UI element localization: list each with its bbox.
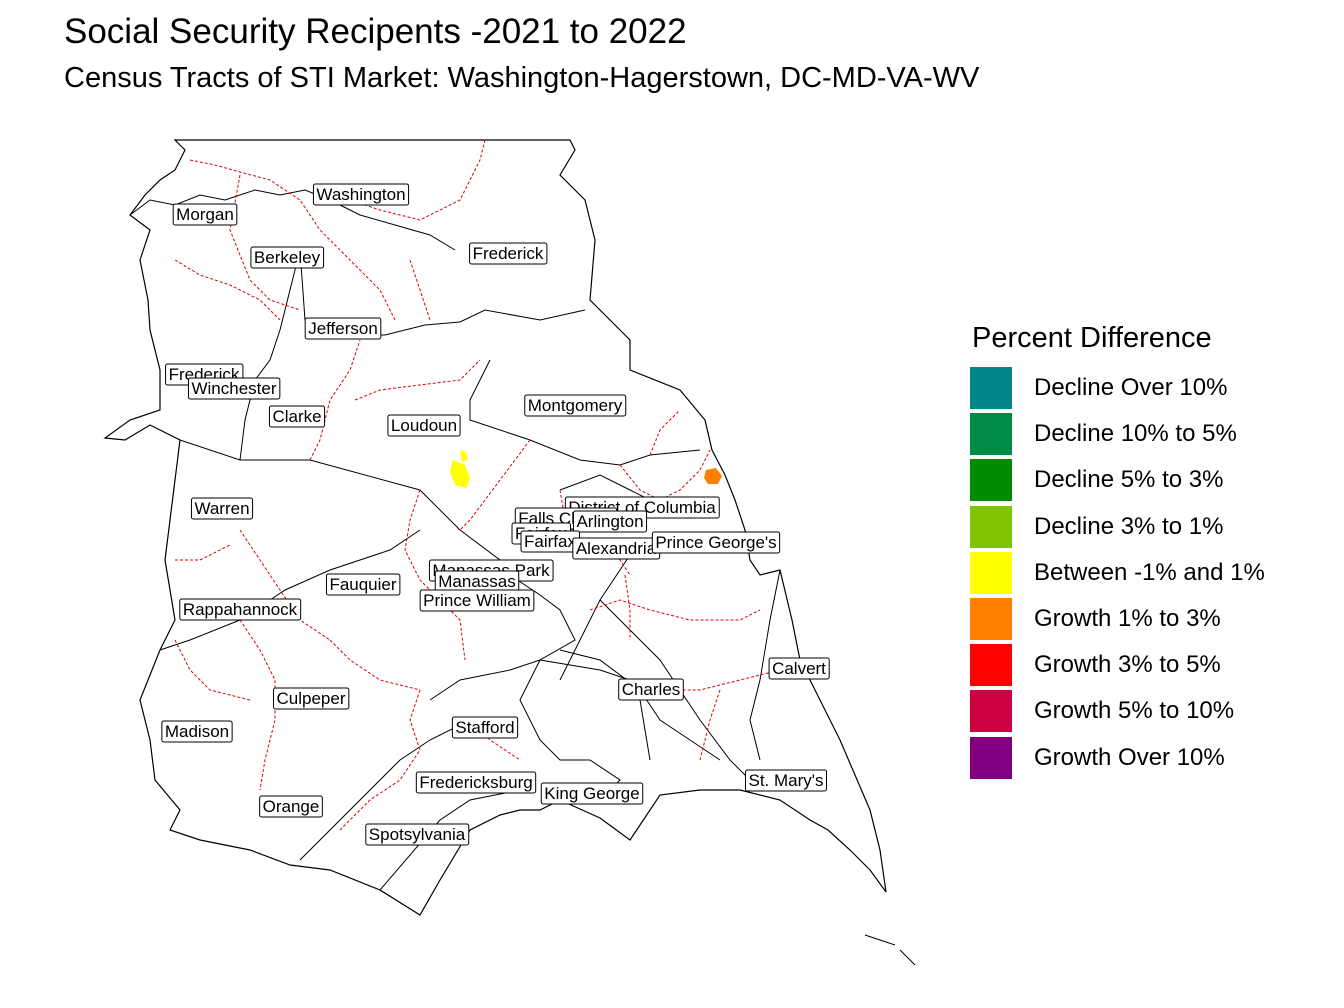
county-label: Stafford <box>451 716 519 739</box>
legend: Percent Difference Decline Over 10% Decli… <box>970 322 1265 781</box>
svg-text:Clarke: Clarke <box>272 407 321 426</box>
legend-swatch <box>970 413 1012 456</box>
legend-item: Decline 3% to 1% <box>970 504 1265 550</box>
legend-swatch <box>970 551 1012 594</box>
county-label: Warren <box>190 497 254 520</box>
island-detail <box>864 934 916 966</box>
county-label: Fredericksburg <box>415 771 537 794</box>
county-label: Madison <box>161 720 233 743</box>
svg-text:Orange: Orange <box>263 797 320 816</box>
legend-item: Growth 5% to 10% <box>970 688 1265 734</box>
tract-growth-1-3pct <box>704 468 722 484</box>
svg-text:St. Mary's: St. Mary's <box>748 771 823 790</box>
svg-text:Charles: Charles <box>622 680 681 699</box>
legend-swatch <box>970 690 1012 733</box>
county-label: Fauquier <box>325 573 401 596</box>
legend-label: Decline 5% to 3% <box>1034 466 1224 494</box>
svg-text:Arlington: Arlington <box>576 512 643 531</box>
legend-label: Decline 3% to 1% <box>1034 512 1224 540</box>
county-boundaries <box>174 139 781 831</box>
county-label: Jefferson <box>304 317 382 340</box>
county-label: Winchester <box>187 377 281 400</box>
svg-text:Warren: Warren <box>194 499 249 518</box>
legend-label: Growth 5% to 10% <box>1034 697 1235 725</box>
svg-text:Fauquier: Fauquier <box>329 575 396 594</box>
svg-text:Madison: Madison <box>165 722 229 741</box>
legend-label: Growth 3% to 5% <box>1034 651 1221 679</box>
legend-item: Between -1% and 1% <box>970 550 1265 596</box>
county-label: Frederick <box>469 242 548 265</box>
legend-label: Decline Over 10% <box>1034 374 1228 402</box>
tract-between-1pct <box>450 460 470 488</box>
svg-text:Morgan: Morgan <box>176 205 234 224</box>
county-label: Montgomery <box>524 394 627 417</box>
county-label: Washington <box>312 183 410 206</box>
svg-text:Montgomery: Montgomery <box>528 396 623 415</box>
svg-text:Alexandria: Alexandria <box>576 539 657 558</box>
svg-text:Rappahannock: Rappahannock <box>183 600 298 619</box>
svg-text:Berkeley: Berkeley <box>254 248 321 267</box>
legend-label: Between -1% and 1% <box>1034 558 1265 586</box>
svg-text:Washington: Washington <box>316 185 405 204</box>
legend-item: Growth Over 10% <box>970 735 1265 781</box>
legend-label: Decline 10% to 5% <box>1034 420 1237 448</box>
svg-text:Winchester: Winchester <box>191 379 276 398</box>
market-map: Washington Morgan Berkeley Frederick Jeffers… <box>103 139 916 966</box>
county-label: Spotsylvania <box>365 823 470 846</box>
svg-text:Calvert: Calvert <box>772 659 826 678</box>
svg-text:Stafford: Stafford <box>455 718 514 737</box>
svg-text:King George: King George <box>544 784 639 803</box>
legend-item: Decline 10% to 5% <box>970 411 1265 457</box>
tract-between-1pct-2 <box>460 450 468 462</box>
legend-swatch <box>970 459 1012 502</box>
svg-text:Spotsylvania: Spotsylvania <box>369 825 466 844</box>
market-boundary <box>103 139 887 916</box>
legend-item: Growth 1% to 3% <box>970 596 1265 642</box>
legend-label: Growth 1% to 3% <box>1034 605 1221 633</box>
county-label: King George <box>540 782 644 805</box>
county-label: Morgan <box>172 203 238 226</box>
legend-swatch <box>970 736 1012 779</box>
legend-swatch <box>970 367 1012 410</box>
county-label: Charles <box>618 678 684 701</box>
county-label: Calvert <box>768 657 830 680</box>
county-label: Orange <box>259 795 323 818</box>
county-label: Prince William <box>419 589 535 612</box>
county-label: St. Mary's <box>744 769 828 792</box>
map-subtitle: Census Tracts of STI Market: Washington-… <box>64 62 980 94</box>
svg-text:Prince William: Prince William <box>423 591 531 610</box>
map-title: Social Security Recipents -2021 to 2022 <box>64 12 687 51</box>
county-label: Prince George's <box>651 531 781 554</box>
county-label: Rappahannock <box>179 598 302 621</box>
county-label: Manassas <box>434 570 520 593</box>
legend-title: Percent Difference <box>972 322 1212 354</box>
svg-text:Loudoun: Loudoun <box>391 416 457 435</box>
county-label: Culpeper <box>273 687 350 710</box>
svg-text:Culpeper: Culpeper <box>277 689 346 708</box>
legend-item: Growth 3% to 5% <box>970 642 1265 688</box>
svg-text:Fairfax: Fairfax <box>524 532 576 551</box>
svg-text:Fredericksburg: Fredericksburg <box>419 773 532 792</box>
legend-item: Decline Over 10% <box>970 365 1265 411</box>
county-label: Fairfax <box>520 530 580 553</box>
legend-item: Decline 5% to 3% <box>970 457 1265 503</box>
svg-text:Jefferson: Jefferson <box>308 319 378 338</box>
svg-text:Frederick: Frederick <box>473 244 544 263</box>
legend-label: Growth Over 10% <box>1034 743 1225 771</box>
county-label: Arlington <box>572 510 648 533</box>
svg-text:Prince George's: Prince George's <box>655 533 776 552</box>
legend-swatch <box>970 644 1012 687</box>
svg-text:Manassas: Manassas <box>438 572 515 591</box>
legend-swatch <box>970 598 1012 641</box>
county-label: Loudoun <box>387 414 461 437</box>
county-label: Berkeley <box>250 246 325 269</box>
county-label: Clarke <box>268 405 326 428</box>
legend-swatch <box>970 505 1012 548</box>
county-label: Alexandria <box>572 537 661 560</box>
